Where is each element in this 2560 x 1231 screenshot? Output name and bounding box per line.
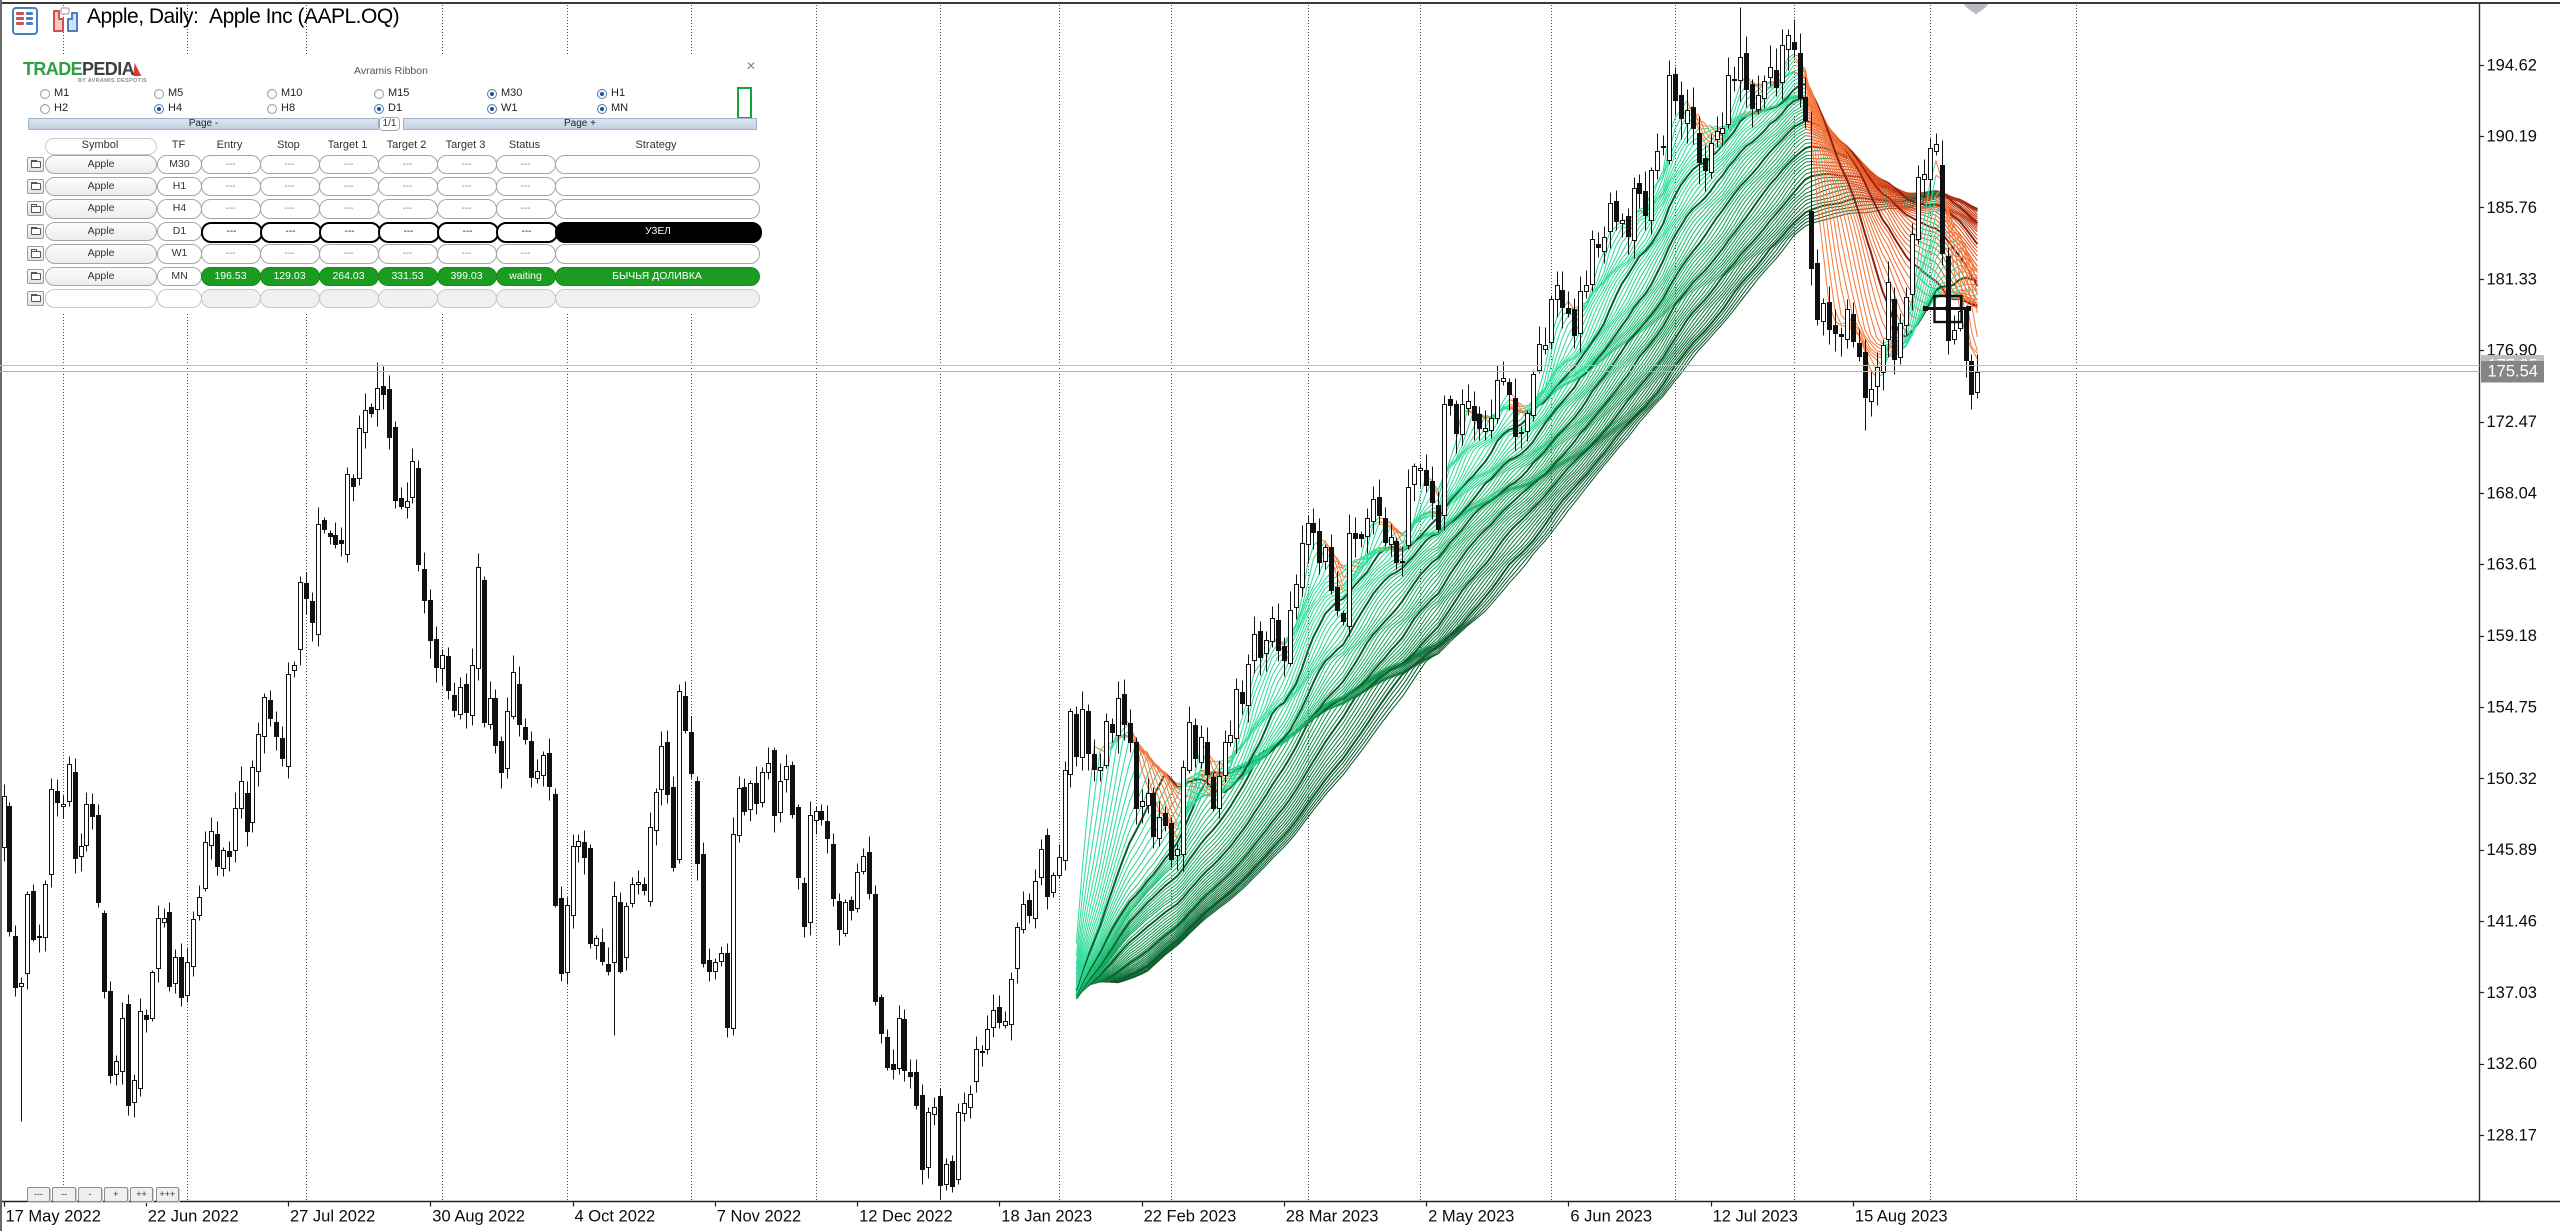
svg-text:6 Jun 2023: 6 Jun 2023 xyxy=(1570,1208,1652,1226)
svg-text:7 Nov 2022: 7 Nov 2022 xyxy=(717,1208,801,1226)
svg-text:145.89: 145.89 xyxy=(2487,841,2537,859)
svg-text:190.19: 190.19 xyxy=(2487,128,2537,146)
svg-text:154.75: 154.75 xyxy=(2487,698,2537,716)
svg-text:194.62: 194.62 xyxy=(2487,56,2537,74)
svg-text:4 Oct 2022: 4 Oct 2022 xyxy=(575,1208,656,1226)
svg-text:22 Feb 2023: 22 Feb 2023 xyxy=(1144,1208,1237,1226)
svg-text:137.03: 137.03 xyxy=(2487,984,2537,1002)
svg-text:128.17: 128.17 xyxy=(2487,1127,2537,1145)
svg-text:22 Jun 2022: 22 Jun 2022 xyxy=(148,1208,239,1226)
svg-text:28 Mar 2023: 28 Mar 2023 xyxy=(1286,1208,1379,1226)
svg-text:175.54: 175.54 xyxy=(2488,363,2538,381)
svg-text:30 Aug 2022: 30 Aug 2022 xyxy=(432,1208,525,1226)
svg-text:163.61: 163.61 xyxy=(2487,556,2537,574)
svg-text:132.60: 132.60 xyxy=(2487,1055,2537,1073)
svg-text:159.18: 159.18 xyxy=(2487,627,2537,645)
svg-text:17 May 2022: 17 May 2022 xyxy=(6,1208,101,1226)
svg-text:18 Jan 2023: 18 Jan 2023 xyxy=(1001,1208,1092,1226)
svg-text:12 Jul 2023: 12 Jul 2023 xyxy=(1713,1208,1798,1226)
svg-text:185.76: 185.76 xyxy=(2487,199,2537,217)
svg-text:172.47: 172.47 xyxy=(2487,413,2537,431)
svg-text:168.04: 168.04 xyxy=(2487,484,2537,502)
svg-text:27 Jul 2022: 27 Jul 2022 xyxy=(290,1208,375,1226)
svg-text:15 Aug 2023: 15 Aug 2023 xyxy=(1855,1208,1948,1226)
svg-text:12 Dec 2022: 12 Dec 2022 xyxy=(859,1208,953,1226)
svg-text:141.46: 141.46 xyxy=(2487,913,2537,931)
svg-text:150.32: 150.32 xyxy=(2487,770,2537,788)
svg-text:181.33: 181.33 xyxy=(2487,270,2537,288)
svg-text:2 May 2023: 2 May 2023 xyxy=(1428,1208,1514,1226)
